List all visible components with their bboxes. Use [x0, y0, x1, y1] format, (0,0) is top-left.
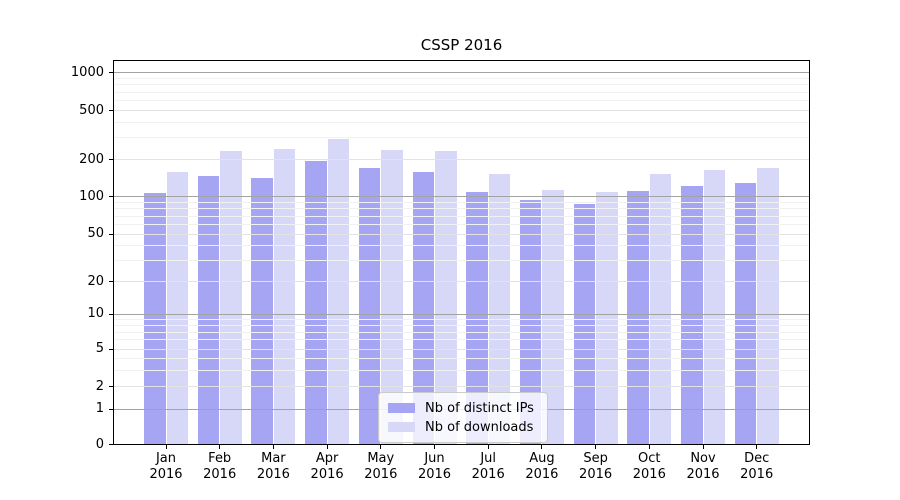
bar: [596, 191, 618, 445]
legend-swatch-downloads: [388, 422, 415, 432]
bar: [573, 204, 596, 445]
y-tick-label: 200: [79, 151, 104, 167]
legend-item: Nb of distinct IPs: [388, 400, 538, 416]
bar: [734, 182, 757, 445]
bar: [381, 149, 403, 445]
y-tick-mark: [109, 281, 113, 283]
y-tick-label: 100: [79, 188, 104, 204]
bar: [703, 170, 725, 445]
legend-label-distinct-ips: Nb of distinct IPs: [425, 400, 534, 416]
bar: [627, 190, 649, 445]
x-tick-label: Aug 2016: [525, 451, 559, 482]
y-tick-mark: [109, 313, 113, 315]
x-tick-label: Nov 2016: [686, 451, 720, 482]
bar: [166, 171, 188, 445]
bar: [273, 148, 296, 445]
x-tick-label: Apr 2016: [310, 451, 344, 482]
bar: [519, 200, 542, 445]
x-tick-label: May 2016: [364, 451, 398, 482]
y-tick-label: 20: [87, 273, 104, 289]
y-tick-label: 5: [95, 341, 104, 356]
bar: [220, 150, 242, 445]
x-tick-mark: [326, 445, 328, 449]
x-tick-mark: [702, 445, 704, 449]
x-tick-mark: [380, 445, 382, 449]
y-tick-label: 500: [79, 102, 104, 118]
legend-label-downloads: Nb of downloads: [425, 419, 534, 435]
legend: Nb of distinct IPs Nb of downloads: [378, 392, 548, 443]
x-tick-label: Jun 2016: [417, 451, 452, 482]
legend-swatch-distinct-ips: [388, 403, 415, 413]
x-tick-mark: [272, 445, 274, 449]
x-tick-label: Oct 2016: [632, 451, 666, 482]
x-tick-label: Dec 2016: [740, 451, 774, 482]
y-tick-mark: [109, 444, 113, 446]
bar: [251, 177, 273, 445]
y-tick-mark: [109, 386, 113, 388]
x-tick-mark: [648, 445, 650, 449]
x-tick-label: Sep 2016: [579, 451, 613, 482]
bar: [681, 186, 703, 445]
x-tick-mark: [541, 445, 543, 449]
bar: [488, 174, 511, 445]
y-tick-mark: [109, 72, 113, 73]
x-tick-mark: [165, 445, 167, 449]
bar: [542, 190, 564, 445]
bar: [144, 192, 166, 445]
x-tick-label: Jan 2016: [149, 451, 183, 482]
x-tick-mark: [487, 445, 489, 449]
chart-title: CSSP 2016: [420, 36, 503, 54]
y-tick-mark: [109, 159, 113, 161]
y-tick-mark: [109, 233, 113, 235]
y-tick-mark: [109, 348, 113, 350]
bar: [327, 138, 350, 445]
x-tick-label: Mar 2016: [256, 451, 290, 482]
y-tick-mark: [109, 196, 113, 198]
bar: [197, 176, 220, 445]
legend-item: Nb of downloads: [388, 419, 538, 435]
bar: [466, 191, 488, 445]
x-tick-mark: [595, 445, 597, 449]
x-tick-mark: [219, 445, 221, 449]
y-tick-mark: [109, 408, 113, 410]
x-tick-mark: [756, 445, 758, 449]
y-tick-label: 50: [87, 226, 104, 242]
y-tick-mark: [109, 110, 113, 111]
bar: [412, 171, 434, 445]
bar: [757, 167, 779, 445]
x-tick-mark: [434, 445, 435, 449]
y-tick-label: 1: [95, 401, 104, 416]
y-tick-label: 10: [87, 306, 104, 322]
bar: [358, 168, 381, 445]
y-tick-label: 2: [95, 378, 104, 394]
bar: [305, 161, 327, 445]
x-tick-label: Feb 2016: [203, 451, 237, 482]
x-tick-label: Jul 2016: [471, 451, 505, 482]
y-tick-label: 1000: [70, 64, 104, 80]
plot-area: Nb of distinct IPs Nb of downloads: [113, 60, 810, 445]
bar: [649, 174, 672, 445]
y-tick-label: 0: [95, 436, 104, 452]
bars-layer: [113, 60, 810, 445]
